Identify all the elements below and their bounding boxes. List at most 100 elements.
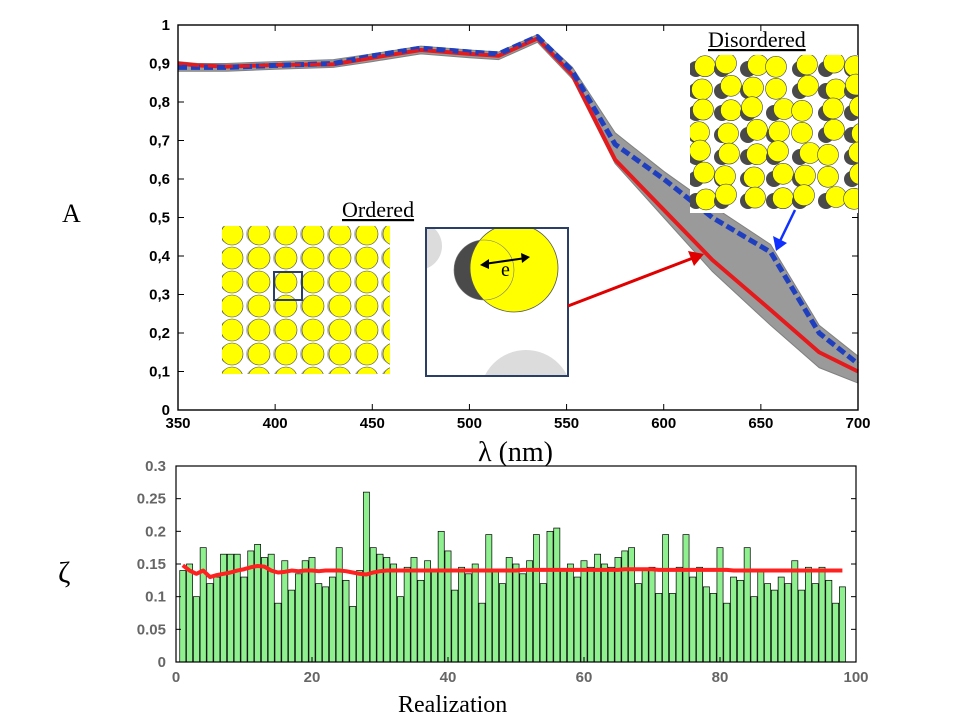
bottom-y-ticks: 0 0.05 0.1 0.15 0.2 0.25 0.3 bbox=[137, 458, 856, 671]
ordered-label: Ordered bbox=[342, 197, 414, 222]
realization-bar bbox=[186, 563, 194, 663]
realization-bar bbox=[308, 557, 316, 663]
top-plot-frame bbox=[177, 24, 859, 411]
realization-bar bbox=[648, 566, 656, 663]
top-x-tick-label: 400 bbox=[263, 415, 288, 432]
realization-bar bbox=[696, 566, 704, 663]
bottom-chart: 0 0.05 0.1 0.15 0.2 0.25 0.3 0 20 40 60 80 100 ζ Re… bbox=[58, 458, 869, 718]
realization-bar bbox=[607, 566, 615, 663]
bottom-x-tick-label: 80 bbox=[712, 669, 729, 686]
realization-bar bbox=[498, 583, 506, 663]
realization-bar bbox=[206, 583, 214, 663]
top-y-tick-label: 0 bbox=[162, 402, 170, 419]
bottom-y-tick-label: 0 bbox=[158, 654, 166, 671]
top-series-group bbox=[177, 34, 860, 384]
top-x-tick-label: 500 bbox=[457, 415, 482, 432]
realization-bar bbox=[301, 560, 309, 663]
bottom-y-tick-label: 0.1 bbox=[145, 589, 166, 606]
top-chart: 0 0,1 0,2 0,3 0,4 0,5 0,6 0,7 0,8 0,9 1 350 400 450 5… bbox=[62, 17, 871, 468]
zoom-unit-cell-image: e bbox=[426, 228, 568, 376]
realization-bar bbox=[532, 534, 540, 663]
top-x-tick-label: 650 bbox=[748, 415, 773, 432]
top-y-tick-label: 0,5 bbox=[149, 210, 170, 227]
top-y-tick-label: 0,8 bbox=[149, 94, 170, 111]
realization-bar bbox=[818, 566, 826, 663]
top-x-tick-label: 700 bbox=[845, 415, 870, 432]
realization-bar bbox=[689, 576, 697, 663]
top-y-tick-label: 1 bbox=[162, 17, 170, 34]
realization-bar bbox=[825, 579, 833, 663]
ordered-zoom-box bbox=[273, 271, 303, 301]
disordered-inset: Disordered bbox=[690, 27, 858, 213]
bottom-x-axis-label: Realization bbox=[398, 692, 507, 718]
running-mean-line bbox=[181, 563, 843, 580]
realization-bar bbox=[410, 557, 418, 663]
bottom-y-axis-label: ζ bbox=[58, 556, 70, 589]
realization-bar bbox=[485, 534, 493, 663]
realization-bar bbox=[315, 583, 323, 663]
realization-bar bbox=[403, 566, 411, 663]
realization-bar bbox=[362, 491, 370, 663]
realization-bar bbox=[668, 593, 676, 663]
disordered-lattice-image bbox=[690, 55, 858, 213]
realization-bar bbox=[655, 593, 663, 663]
realization-bar bbox=[349, 606, 357, 663]
realization-bar bbox=[628, 547, 636, 663]
bottom-x-tick-label: 60 bbox=[576, 669, 593, 686]
bottom-x-ticks: 0 20 40 60 80 100 bbox=[172, 657, 869, 686]
realization-bar bbox=[390, 563, 398, 663]
annotation-arrows bbox=[567, 209, 797, 308]
realization-bar bbox=[430, 570, 438, 663]
realization-bar bbox=[417, 579, 425, 663]
ordered-arrowhead bbox=[688, 251, 704, 266]
realization-bar bbox=[580, 560, 588, 663]
realization-bar bbox=[335, 547, 343, 663]
ordered-arrow bbox=[567, 256, 694, 308]
top-x-tick-label: 350 bbox=[165, 415, 190, 432]
bottom-y-tick-label: 0.2 bbox=[145, 523, 166, 540]
realization-bar bbox=[294, 573, 302, 663]
ordered-inset: Ordered bbox=[222, 197, 414, 374]
realization-bar bbox=[553, 527, 561, 663]
realization-bar bbox=[505, 557, 513, 663]
realization-bar bbox=[424, 560, 432, 663]
top-x-tick-label: 600 bbox=[651, 415, 676, 432]
bottom-y-tick-label: 0.25 bbox=[137, 491, 166, 508]
disordered-label: Disordered bbox=[708, 27, 806, 52]
top-y-tick-label: 0,6 bbox=[149, 171, 170, 188]
realization-bar bbox=[736, 579, 744, 663]
realization-bar bbox=[566, 563, 574, 663]
realization-bar bbox=[709, 593, 717, 663]
realization-bar bbox=[396, 596, 404, 663]
realization-bar bbox=[199, 547, 207, 663]
realization-bar bbox=[757, 570, 765, 663]
disordered-arrow bbox=[778, 209, 797, 242]
realization-bar bbox=[573, 576, 581, 663]
realization-bar bbox=[328, 576, 336, 663]
realization-bar bbox=[702, 586, 710, 663]
realization-bar bbox=[526, 560, 534, 663]
bottom-x-tick-label: 40 bbox=[440, 669, 457, 686]
bottom-mean-group bbox=[181, 563, 843, 580]
realization-bar bbox=[675, 566, 683, 663]
realization-bar bbox=[723, 602, 731, 663]
realization-bar bbox=[281, 560, 289, 663]
realization-bar bbox=[600, 563, 608, 663]
top-x-ticks: 350 400 450 500 550 600 650 700 bbox=[165, 25, 871, 432]
realization-bar bbox=[288, 589, 296, 663]
realization-bar bbox=[784, 583, 792, 663]
realization-bar bbox=[614, 557, 622, 663]
realization-bar bbox=[342, 579, 350, 663]
top-y-tick-label: 0,4 bbox=[149, 248, 171, 265]
realization-bar bbox=[743, 547, 751, 663]
bottom-y-tick-label: 0.15 bbox=[137, 556, 166, 573]
realization-bar bbox=[682, 534, 690, 663]
bottom-x-tick-label: 0 bbox=[172, 669, 180, 686]
realization-bar bbox=[546, 530, 554, 663]
top-y-tick-label: 0,9 bbox=[149, 56, 170, 73]
realization-bar bbox=[519, 573, 527, 663]
realization-bar bbox=[437, 530, 445, 663]
top-y-ticks: 0 0,1 0,2 0,3 0,4 0,5 0,6 0,7 0,8 0,9 1 bbox=[149, 17, 858, 419]
realization-bar bbox=[356, 570, 364, 663]
